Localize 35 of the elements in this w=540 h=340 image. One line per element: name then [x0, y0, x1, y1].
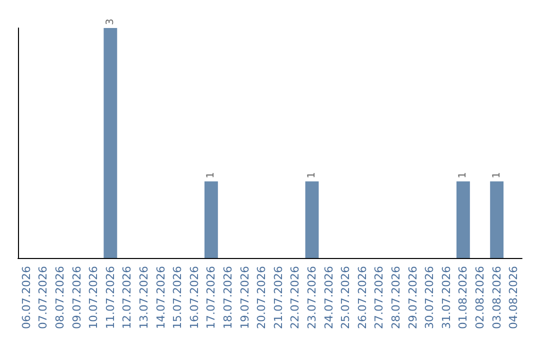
x-tick-label: 08.07.2026 — [54, 266, 66, 330]
x-tick-label: 07.07.2026 — [36, 266, 50, 330]
x-tick-label: 11.07.2026 — [104, 266, 117, 330]
x-tick-label: 02.08.2026 — [474, 266, 486, 330]
x-tick-label: 03.08.2026 — [490, 266, 504, 330]
x-tick-label: 12.07.2026 — [120, 266, 134, 330]
x-tick-label: 21.07.2026 — [272, 266, 285, 330]
x-tick-label: 23.07.2026 — [306, 266, 318, 330]
data-label: 1 — [206, 172, 217, 178]
data-label: 1 — [491, 172, 502, 178]
x-tick-label: 09.07.2026 — [70, 266, 84, 330]
x-tick-label: 31.07.2026 — [440, 266, 453, 330]
x-tick-label: 20.07.2026 — [255, 266, 268, 330]
x-tick-label: 24.07.2026 — [322, 266, 336, 330]
data-label: 1 — [458, 172, 469, 178]
x-tick-label: 26.07.2026 — [356, 266, 369, 330]
x-tick-label: 10.07.2026 — [87, 266, 100, 330]
x-tick-label: 22.07.2026 — [288, 266, 302, 330]
x-tick-label: 27.07.2026 — [372, 266, 386, 330]
x-tick-label: 16.07.2026 — [188, 266, 201, 330]
x-tick-label: 15.07.2026 — [171, 266, 184, 330]
x-tick-label: 06.07.2026 — [20, 266, 33, 330]
x-tick-label: 17.07.2026 — [204, 266, 218, 330]
x-tick-label: 01.08.2026 — [456, 266, 470, 330]
x-tick-label: 13.07.2026 — [138, 266, 150, 330]
x-tick-label: 29.07.2026 — [406, 266, 420, 330]
x-tick-label: 04.08.2026 — [507, 266, 520, 330]
x-tick-label: 30.07.2026 — [423, 266, 436, 330]
x-tick-label: 19.07.2026 — [238, 266, 252, 330]
data-label: 1 — [306, 172, 318, 178]
x-tick-label: 14.07.2026 — [154, 266, 168, 330]
x-tick-label: 28.07.2026 — [390, 266, 402, 330]
x-tick-label: 25.07.2026 — [339, 266, 352, 330]
data-label: 3 — [104, 18, 116, 25]
x-tick-label: 18.07.2026 — [222, 266, 234, 330]
